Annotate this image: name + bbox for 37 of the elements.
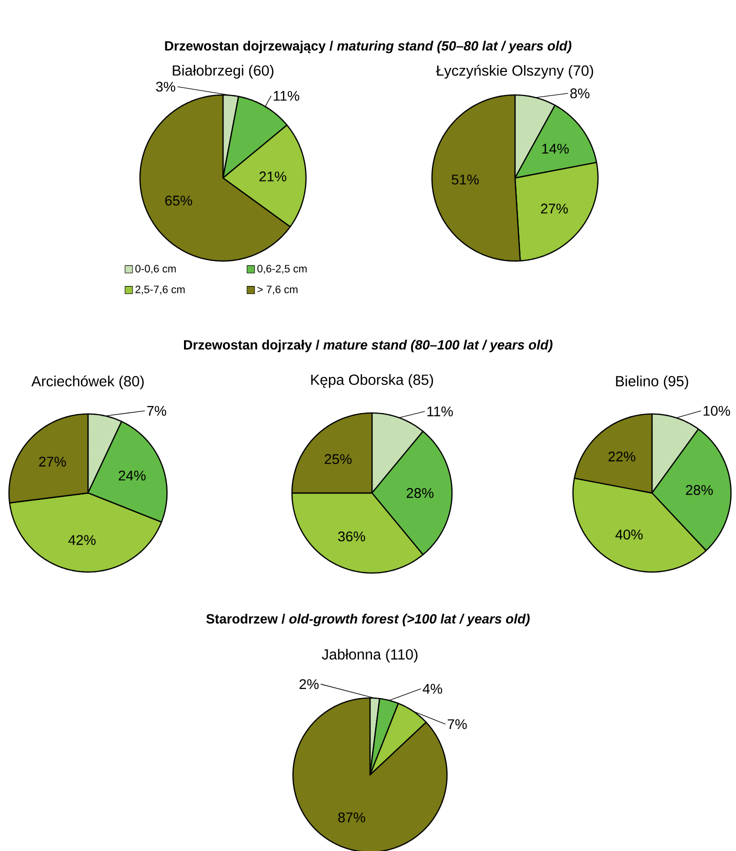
legend-label: 0,6-2,5 cm bbox=[257, 264, 307, 274]
legend-label: 0-0,6 cm bbox=[135, 264, 176, 274]
legend-label: > 7,6 cm bbox=[257, 286, 298, 294]
data-label: 14% bbox=[542, 144, 569, 154]
chart-title: Arciechówek (80) bbox=[31, 375, 144, 390]
data-label: 7% bbox=[448, 719, 467, 730]
chart-title: Starodrzew / old-growth forest (>100 lat / years old) bbox=[206, 614, 530, 626]
data-label: 51% bbox=[452, 174, 479, 185]
chart-title: Drzewostan dojrzały / mature stand (80–100 lat / years old) bbox=[184, 340, 552, 352]
data-label: 28% bbox=[406, 488, 434, 498]
data-label: 65% bbox=[165, 196, 192, 206]
data-label: 7% bbox=[147, 406, 166, 416]
data-label: 87% bbox=[338, 812, 366, 822]
data-label: 11% bbox=[274, 90, 300, 101]
chart-subtitle: Kępa Oborska (85) bbox=[311, 374, 434, 388]
data-label: 40% bbox=[615, 530, 643, 540]
data-label: 27% bbox=[541, 204, 568, 214]
legend-label: 2,5-7,6 cm bbox=[136, 286, 185, 294]
data-label: 4% bbox=[422, 684, 442, 694]
data-label: 36% bbox=[338, 531, 366, 542]
data-label: 3% bbox=[156, 82, 176, 92]
chart-subtitle: Jabłonna (110) bbox=[322, 648, 418, 662]
data-label: 21% bbox=[259, 172, 286, 182]
text: Drzewostan dojrzewający / maturing stand (50–80 lat / years old) bbox=[165, 40, 572, 54]
data-label: 22% bbox=[608, 452, 636, 462]
chart-title: Bielino (95) bbox=[616, 376, 688, 390]
data-label: 11% bbox=[427, 406, 453, 416]
chart-subtitle: Białobrzegi (60) bbox=[172, 64, 274, 79]
data-label: 10% bbox=[704, 406, 730, 416]
data-label: 27% bbox=[39, 456, 66, 467]
chart-title: Łyczyńskie Olszyny (70) bbox=[436, 64, 594, 79]
data-label: 28% bbox=[686, 485, 713, 495]
data-label: 24% bbox=[118, 470, 146, 480]
data-label: 42% bbox=[68, 535, 96, 545]
data-label: 2% bbox=[300, 679, 319, 690]
data-label: 8% bbox=[570, 88, 590, 98]
data-label: 25% bbox=[324, 454, 352, 464]
